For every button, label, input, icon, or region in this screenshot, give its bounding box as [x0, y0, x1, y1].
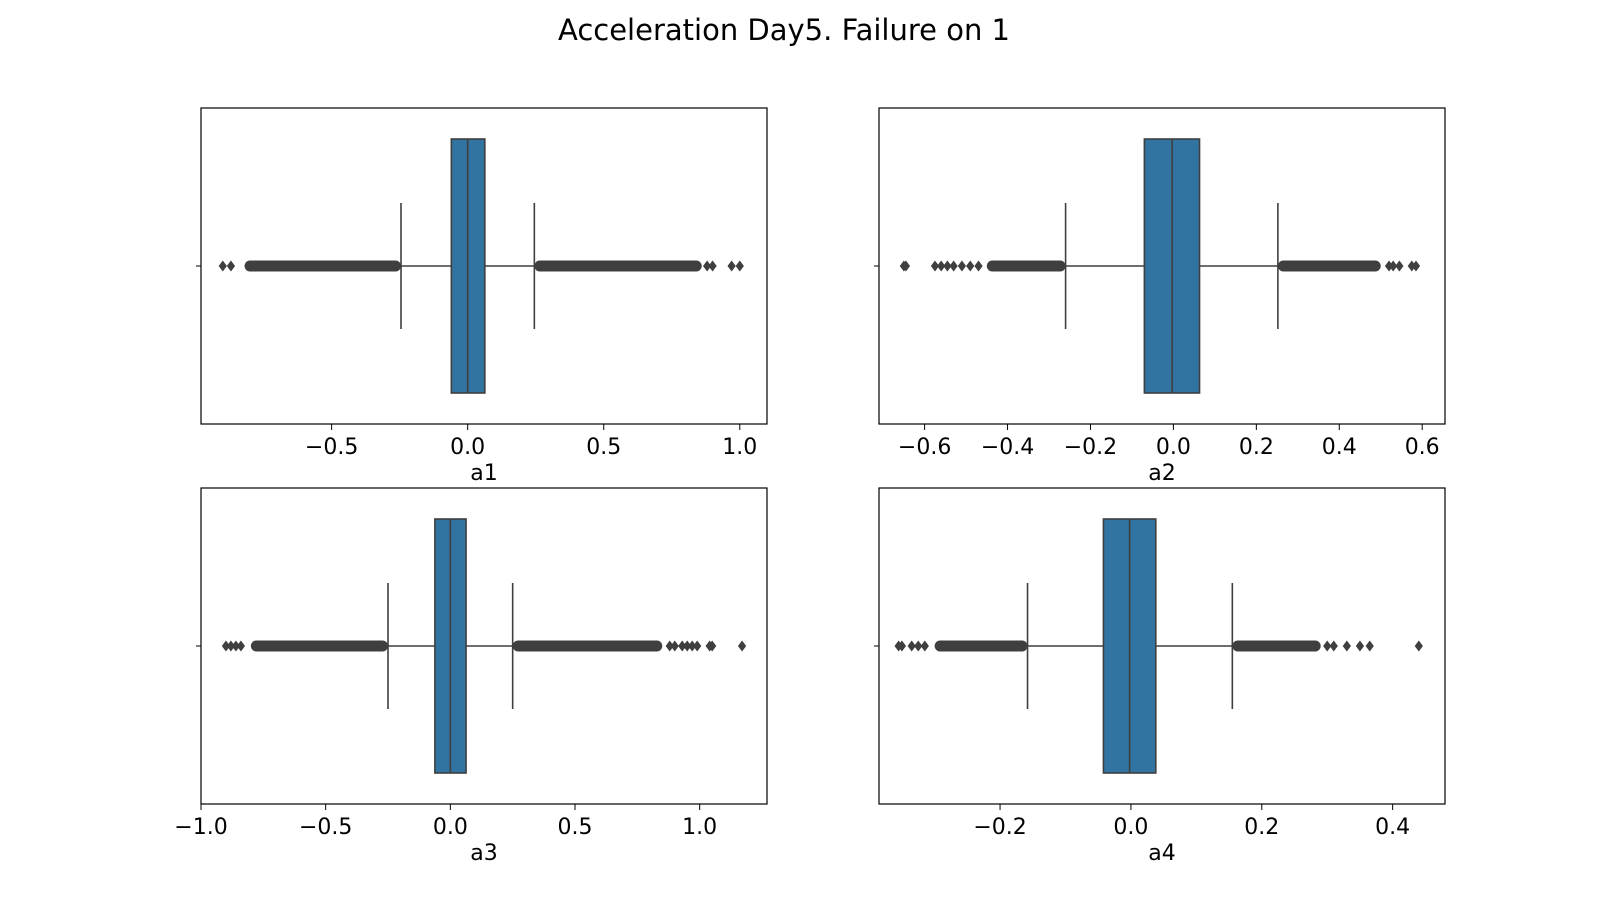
outlier-point	[737, 640, 747, 652]
x-tick-label: 0.4	[1322, 435, 1357, 460]
outlier-band-low	[986, 260, 1066, 272]
outlier-band-low	[250, 640, 389, 652]
x-tick-label: 0.2	[1244, 815, 1279, 840]
subplot-a1: −0.5 0.0 0.5 1.0 a1	[196, 107, 768, 486]
outlier-point	[678, 640, 687, 652]
outlier-point	[937, 260, 946, 272]
x-tick-label: 0.0	[1113, 815, 1148, 840]
outlier-point	[670, 640, 679, 652]
x-axis-label: a2	[1148, 461, 1175, 486]
outlier-point	[907, 640, 916, 652]
outlier-point	[1329, 640, 1338, 652]
outlier-point	[683, 640, 692, 652]
outlier-point	[708, 260, 717, 272]
outlier-point	[957, 260, 967, 272]
outlier-point	[1407, 260, 1416, 272]
x-tick-label: 0.5	[558, 815, 593, 840]
outlier-point	[1342, 640, 1351, 652]
x-tick-label: −0.5	[305, 435, 358, 460]
outlier-band-low	[934, 640, 1028, 652]
subplot-a4: −0.2 0.0 0.2 0.4 a4	[874, 487, 1446, 866]
outlier-point	[930, 260, 940, 272]
x-tick-label: 0.0	[1156, 435, 1191, 460]
outlier-point	[708, 640, 717, 652]
outlier-band-high	[1277, 260, 1381, 272]
x-axis-label: a3	[470, 841, 497, 866]
x-tick-label: 0.0	[433, 815, 468, 840]
outlier-point	[943, 260, 952, 272]
outlier-point	[1411, 260, 1421, 272]
x-tick-label: −0.4	[981, 435, 1034, 460]
outlier-point	[688, 640, 697, 652]
outlier-point	[966, 260, 975, 272]
outlier-point	[226, 640, 236, 652]
outlier-point	[914, 640, 923, 652]
outlier-band-high	[512, 640, 663, 652]
x-tick-label: 0.6	[1405, 435, 1440, 460]
outlier-point	[693, 640, 702, 652]
subplot-a2: −0.6 −0.4 −0.2 0.0 0.2 0.4 0.6 a2	[874, 107, 1446, 486]
x-tick-label: 0.5	[586, 435, 621, 460]
outlier-point	[974, 260, 983, 272]
subplot-a3: −1.0 −0.5 0.0 0.5 1.0 a3	[174, 487, 768, 866]
x-tick-label: −0.6	[898, 435, 951, 460]
outlier-point	[897, 640, 907, 652]
outlier-point	[236, 640, 246, 652]
outlier-point	[949, 260, 958, 272]
x-tick-label: 0.0	[450, 435, 485, 460]
outlier-point	[218, 260, 227, 272]
outlier-point	[1395, 260, 1404, 272]
outlier-point	[665, 640, 674, 652]
x-tick-label: −0.5	[299, 815, 352, 840]
outlier-point	[1365, 640, 1374, 652]
x-tick-label: −0.2	[973, 815, 1026, 840]
outlier-point	[231, 640, 241, 652]
x-tick-label: 0.4	[1375, 815, 1410, 840]
outlier-band-high	[1232, 640, 1321, 652]
outlier-point	[1355, 640, 1365, 652]
outlier-point	[1384, 260, 1394, 272]
x-tick-label: −0.2	[1064, 435, 1117, 460]
x-axis-label: a4	[1148, 841, 1175, 866]
x-tick-label: 1.0	[722, 435, 757, 460]
outlier-band-low	[244, 260, 402, 272]
outlier-point	[1389, 260, 1398, 272]
outlier-band-high	[534, 260, 702, 272]
outlier-point	[703, 260, 712, 272]
x-axis-label: a1	[470, 461, 497, 486]
outlier-point	[735, 260, 744, 272]
outlier-point	[1323, 640, 1332, 652]
outlier-point	[226, 260, 236, 272]
x-tick-label: 1.0	[682, 815, 717, 840]
outlier-point	[920, 640, 929, 652]
x-tick-label: 0.2	[1239, 435, 1274, 460]
outlier-point	[1414, 640, 1423, 652]
outlier-point	[727, 260, 736, 272]
x-tick-label: −1.0	[174, 815, 227, 840]
figure-title: Acceleration Day5. Failure on 1	[558, 13, 1010, 47]
outlier-point	[221, 640, 231, 652]
outlier-point	[901, 260, 911, 272]
